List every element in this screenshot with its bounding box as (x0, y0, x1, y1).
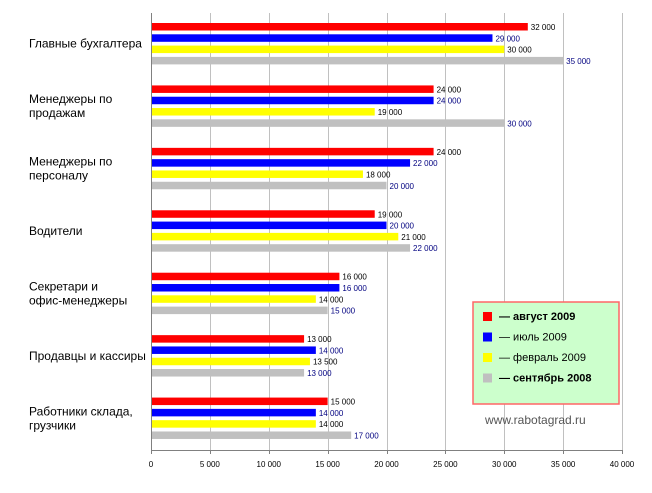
data-label: 19 000 (378, 108, 403, 117)
bar (152, 272, 340, 281)
bar (152, 23, 528, 31)
x-tick-label: 15 000 (315, 460, 340, 469)
legend-label: — август 2009 (499, 311, 575, 323)
category-label: Главные бухгалтера (29, 37, 142, 51)
bar (152, 210, 375, 218)
data-label: 24 000 (437, 148, 462, 157)
legend-box (472, 301, 620, 405)
bar (152, 295, 316, 303)
bar (152, 408, 316, 417)
bar (152, 397, 328, 406)
data-label: 14 000 (319, 420, 344, 429)
data-label: 17 000 (354, 431, 379, 440)
data-label: 18 000 (366, 170, 391, 179)
data-label: 19 000 (378, 210, 403, 219)
bar (152, 306, 328, 315)
data-label: 13 500 (313, 358, 338, 367)
x-tick-label: 5 000 (200, 460, 221, 469)
bar (152, 56, 564, 65)
data-label: 22 000 (413, 159, 438, 168)
data-label: 16 000 (342, 273, 367, 282)
bar (152, 159, 411, 167)
legend-label: — сентябрь 2008 (499, 373, 592, 385)
legend-label: — февраль 2009 (499, 352, 586, 364)
data-label: 13 000 (307, 335, 332, 344)
x-tick-label: 25 000 (433, 460, 458, 469)
bar (152, 244, 411, 252)
data-label: 13 000 (307, 369, 332, 378)
bar (152, 284, 340, 292)
bars (152, 23, 564, 439)
data-label: 16 000 (342, 284, 367, 293)
bar (152, 96, 434, 105)
data-label: 30 000 (507, 46, 532, 55)
bar (152, 221, 387, 230)
category-label: персоналу (29, 169, 88, 183)
legend-label: — июль 2009 (499, 332, 567, 344)
watermark-text: www.rabotagrad.ru (484, 413, 586, 427)
data-label: 14 000 (319, 295, 344, 304)
bar (152, 357, 310, 366)
data-label: 22 000 (413, 244, 438, 253)
data-label: 15 000 (331, 398, 356, 407)
category-label: Водители (29, 224, 82, 238)
bar (152, 232, 399, 241)
bar (152, 147, 434, 156)
category-label: Менеджеры по (29, 155, 113, 169)
legend-swatch (483, 373, 492, 383)
x-axis-ticks: 0 5 000 10 000 15 000 20 000 25 000 30 000 35 0… (149, 450, 635, 469)
data-label: 30 000 (507, 119, 532, 128)
x-tick-label: 10 000 (257, 460, 282, 469)
bar (152, 170, 363, 178)
data-label: 20 000 (390, 222, 415, 231)
bar (152, 119, 505, 127)
category-label: Менеджеры по (29, 92, 113, 106)
category-label: офис-менеджеры (29, 293, 127, 307)
x-tick-label: 20 000 (374, 460, 399, 469)
value-labels: 32 000 29 000 30 000 35 000 24 000 24 000 19 0… (307, 23, 591, 440)
legend-swatch (483, 312, 492, 321)
category-label: продажам (29, 106, 85, 120)
bar (152, 181, 387, 190)
category-label: Работники склада, (29, 404, 133, 418)
x-tick-label: 30 000 (492, 460, 517, 469)
data-label: 24 000 (437, 85, 462, 94)
data-label: 32 000 (531, 23, 556, 32)
x-tick-label: 40 000 (610, 460, 635, 469)
data-label: 15 000 (331, 307, 356, 316)
bar (152, 108, 375, 116)
data-label: 35 000 (566, 57, 591, 66)
bar (152, 420, 316, 428)
data-label: 20 000 (390, 182, 415, 191)
legend: — август 2009 — июль 2009 — февраль 2009 — … (472, 301, 620, 405)
x-tick-label: 0 (149, 460, 154, 469)
bar (152, 34, 493, 42)
bar (152, 45, 505, 54)
legend-swatch (483, 353, 492, 362)
category-label: Продавцы и кассиры (29, 349, 146, 363)
data-label: 24 000 (437, 97, 462, 106)
bar (152, 346, 316, 354)
category-label: Секретари и (29, 279, 98, 293)
data-label: 21 000 (401, 233, 426, 242)
data-label: 14 000 (319, 409, 344, 418)
category-label: грузчики (29, 418, 76, 432)
bar (152, 369, 305, 377)
bar (152, 85, 434, 93)
data-label: 14 000 (319, 346, 344, 355)
legend-swatch (483, 332, 492, 342)
x-tick-label: 35 000 (551, 460, 576, 469)
data-label: 29 000 (495, 34, 520, 43)
bar (152, 431, 352, 439)
bar (152, 335, 305, 343)
